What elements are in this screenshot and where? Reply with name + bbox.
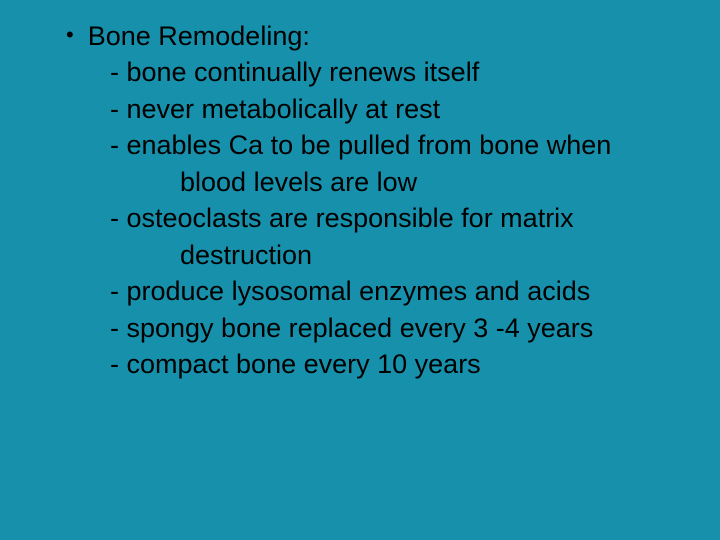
- sub-point-3: - enables Ca to be pulled from bone when: [110, 127, 690, 163]
- sub-point-6: - spongy bone replaced every 3 -4 years: [110, 310, 690, 346]
- sub-point-1: - bone continually renews itself: [110, 54, 690, 90]
- sub-point-3-cont: blood levels are low: [180, 164, 690, 200]
- sub-point-2: - never metabolically at rest: [110, 91, 690, 127]
- sub-point-4: - osteoclasts are responsible for matrix: [110, 200, 690, 236]
- slide-content: • Bone Remodeling: - bone continually re…: [30, 18, 690, 382]
- bullet-item: • Bone Remodeling:: [66, 18, 690, 54]
- sub-point-5: - produce lysosomal enzymes and acids: [110, 273, 690, 309]
- bullet-title: Bone Remodeling:: [88, 18, 310, 54]
- bullet-icon: •: [66, 18, 74, 52]
- sub-point-4-cont: destruction: [180, 237, 690, 273]
- sub-point-7: - compact bone every 10 years: [110, 346, 690, 382]
